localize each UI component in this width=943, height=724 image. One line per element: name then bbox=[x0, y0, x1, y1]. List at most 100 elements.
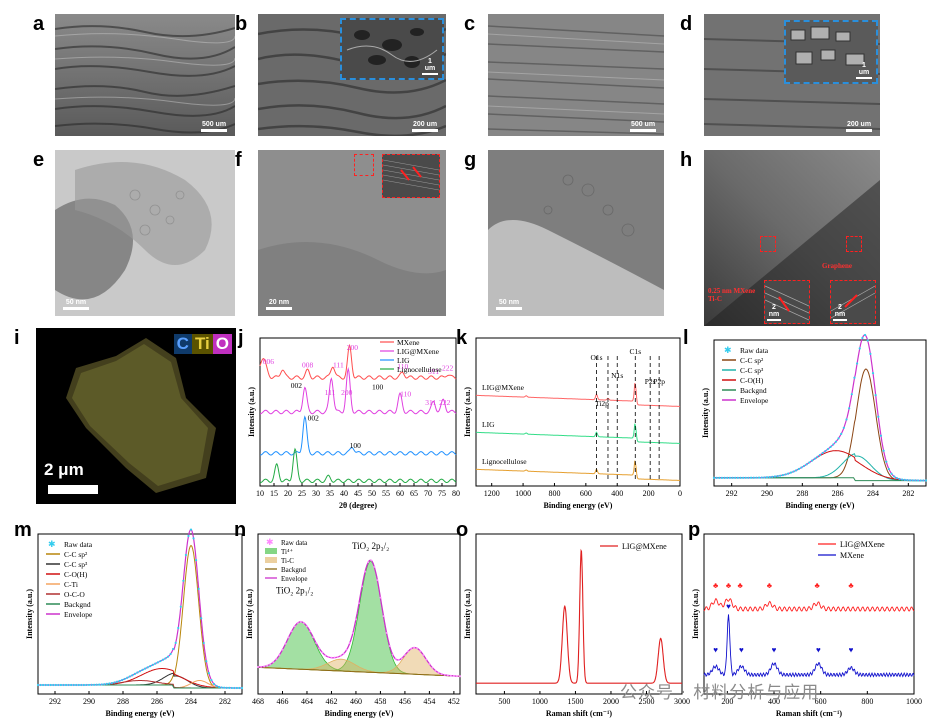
raw-data-point bbox=[156, 661, 159, 664]
raw-data-point bbox=[49, 683, 52, 687]
x-tick-label: 80 bbox=[452, 489, 460, 498]
raw-data-point bbox=[890, 472, 893, 475]
raw-data-point bbox=[744, 476, 747, 479]
raw-data-point bbox=[77, 683, 80, 687]
xrd-peak-label: 006 bbox=[263, 357, 275, 366]
xps-peak-label: Ti2p bbox=[595, 399, 609, 408]
raw-data-point bbox=[172, 647, 175, 651]
raw-data-point bbox=[174, 641, 177, 644]
peak-label-2p32: TiO₂ 2p₃/₂ bbox=[352, 541, 389, 551]
x-tick-label: 288 bbox=[117, 697, 129, 706]
legend-label: Backgnd bbox=[281, 566, 306, 574]
raw-data-point bbox=[131, 674, 134, 677]
panel-label-d: d bbox=[680, 13, 693, 35]
raw-data-point bbox=[446, 674, 449, 677]
raw-data-point bbox=[57, 683, 60, 687]
raw-data-point bbox=[848, 407, 851, 410]
raw-data-point bbox=[459, 675, 461, 678]
raw-data-point bbox=[278, 653, 281, 656]
raw-data-point bbox=[757, 476, 761, 479]
x-tick-label: 500 bbox=[498, 697, 510, 706]
legend-swatch bbox=[265, 557, 277, 563]
raw-data-point bbox=[235, 686, 238, 690]
tem-texture-g bbox=[488, 150, 664, 316]
raman-marker-mxene: ♥ bbox=[726, 602, 731, 611]
raw-data-point bbox=[39, 683, 42, 687]
raw-data-point bbox=[752, 476, 755, 479]
peak-label-2p12: TiO₂ 2p₁/₂ bbox=[276, 585, 313, 595]
scale-bar-label-a: 500 um bbox=[201, 121, 227, 128]
raw-data-point bbox=[272, 661, 275, 664]
xrd-peak-label: 100 bbox=[372, 383, 384, 392]
raw-data-point bbox=[874, 393, 877, 397]
scale-bar-b: 200 um bbox=[412, 121, 438, 132]
raw-data-point bbox=[382, 615, 385, 618]
xps-ti2p-chart-n: 468 466 464 462 460 458 456 454 452 Binding energ… bbox=[245, 533, 461, 718]
sem-image-b: 1 um 200 um bbox=[258, 14, 446, 136]
x-tick-label: 456 bbox=[399, 697, 411, 706]
raw-data-point bbox=[67, 683, 70, 687]
x-tick-label: 1000 bbox=[532, 697, 548, 706]
raman-chart-o: 500 1000 1500 2000 2500 3000 Raman shift (cm⁻¹… bbox=[463, 533, 690, 718]
plot-frame bbox=[37, 533, 243, 695]
xrd-peak-label: 100 bbox=[350, 441, 362, 450]
raw-data-point bbox=[59, 683, 63, 687]
raw-data-point bbox=[840, 432, 843, 435]
xps-peak-label: P2s bbox=[645, 377, 656, 386]
raw-data-point bbox=[718, 476, 721, 479]
raw-data-point bbox=[161, 658, 165, 661]
raw-data-point bbox=[834, 440, 837, 443]
raw-data-point bbox=[434, 669, 437, 672]
raw-data-point bbox=[742, 476, 745, 479]
xrd-series-lignocellulose bbox=[260, 447, 457, 484]
raw-data-point bbox=[829, 445, 832, 448]
raw-data-point bbox=[228, 686, 231, 690]
tem-image-f: 20 nm bbox=[258, 150, 446, 316]
legend-label: Raw data bbox=[281, 539, 308, 547]
raw-data-point bbox=[207, 671, 210, 675]
xrd-peak-label: 200 bbox=[341, 388, 353, 397]
raw-data-point bbox=[726, 476, 729, 479]
legend-label: Envelope bbox=[64, 610, 93, 619]
tem-inset-f bbox=[382, 154, 440, 198]
x-tick-label: 40 bbox=[340, 489, 348, 498]
raman-series-ligmxene bbox=[476, 548, 682, 684]
raw-data-point bbox=[128, 675, 131, 678]
raw-data-point bbox=[126, 676, 129, 679]
raw-data-point bbox=[105, 682, 108, 686]
raw-data-point bbox=[800, 466, 803, 469]
raw-data-point bbox=[452, 674, 455, 677]
legend-label: Raw data bbox=[64, 540, 93, 549]
raw-data-point bbox=[803, 464, 806, 468]
xps-series bbox=[475, 383, 681, 407]
raw-data-point bbox=[866, 339, 869, 342]
raw-data-point bbox=[115, 680, 119, 683]
raw-data-point bbox=[200, 617, 203, 620]
raw-data-point bbox=[212, 682, 216, 686]
legend-label: Envelope bbox=[740, 396, 769, 405]
raman-series-ligmxene bbox=[703, 597, 915, 612]
raw-data-point bbox=[370, 559, 373, 562]
raw-data-point bbox=[869, 352, 872, 356]
legend-label: C-C sp³ bbox=[740, 366, 764, 375]
panel-label-g: g bbox=[464, 149, 477, 171]
xps-peak-label: N1s bbox=[611, 371, 623, 380]
raw-data-point bbox=[327, 656, 330, 659]
raw-data-point bbox=[385, 631, 388, 634]
raw-data-point bbox=[416, 647, 419, 650]
xrd-peak-label: 200 bbox=[347, 343, 359, 352]
scale-bar-d-inset: 1 um bbox=[856, 62, 872, 79]
raw-data-point bbox=[810, 459, 814, 462]
raw-data-point bbox=[440, 673, 443, 676]
raw-data-point bbox=[121, 678, 124, 682]
scale-bar-label-e: 50 nm bbox=[65, 299, 87, 306]
raw-data-point bbox=[149, 665, 152, 668]
panel-label-a: a bbox=[33, 13, 45, 35]
xrd-peak-label: 110 bbox=[397, 362, 408, 371]
raw-data-point bbox=[44, 683, 47, 687]
raw-data-point bbox=[361, 585, 364, 588]
raw-data-point bbox=[373, 565, 376, 568]
raw-data-point bbox=[299, 620, 302, 623]
raw-data-point bbox=[755, 476, 758, 479]
raw-data-point bbox=[914, 479, 917, 482]
